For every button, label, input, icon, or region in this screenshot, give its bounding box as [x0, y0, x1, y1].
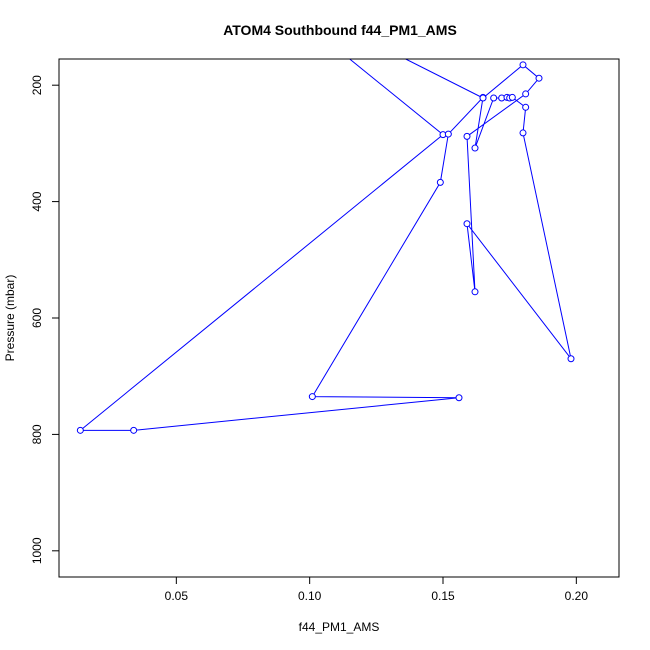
- data-point: [522, 90, 530, 98]
- series-layer: [76, 59, 575, 434]
- y-tick-label: 400: [30, 191, 44, 211]
- x-tick-label: 0.10: [298, 589, 322, 603]
- y-axis-label: Pressure (mbar): [3, 275, 17, 362]
- y-tick-label: 1000: [30, 537, 44, 564]
- data-point: [471, 144, 479, 152]
- x-axis: 0.05 0.10 0.15 0.20: [165, 576, 589, 603]
- data-point: [463, 220, 471, 228]
- data-point: [490, 94, 498, 102]
- data-point: [436, 178, 444, 186]
- data-point: [471, 288, 479, 296]
- x-tick-label: 0.05: [165, 589, 189, 603]
- data-point: [308, 393, 316, 401]
- x-axis-label: f44_PM1_AMS: [299, 620, 380, 634]
- series-line: [78, 59, 572, 431]
- data-point: [508, 93, 516, 101]
- y-tick-label: 800: [30, 424, 44, 444]
- data-point: [567, 355, 575, 363]
- data-point: [522, 103, 530, 111]
- chart-title: ATOM4 Southbound f44_PM1_AMS: [223, 22, 457, 38]
- data-point: [535, 74, 543, 82]
- data-point: [519, 61, 527, 69]
- data-point: [444, 130, 452, 138]
- y-tick-label: 200: [30, 75, 44, 95]
- data-point: [463, 132, 471, 140]
- data-point: [519, 129, 527, 137]
- x-tick-label: 0.20: [565, 589, 589, 603]
- y-axis: 200 400 600 800 1000: [30, 75, 60, 564]
- x-tick-label: 0.15: [431, 589, 455, 603]
- data-point: [76, 426, 84, 434]
- plot-frame: [58, 58, 620, 578]
- data-point: [479, 94, 487, 102]
- data-point: [455, 394, 463, 402]
- data-point: [130, 426, 138, 434]
- y-tick-label: 600: [30, 308, 44, 328]
